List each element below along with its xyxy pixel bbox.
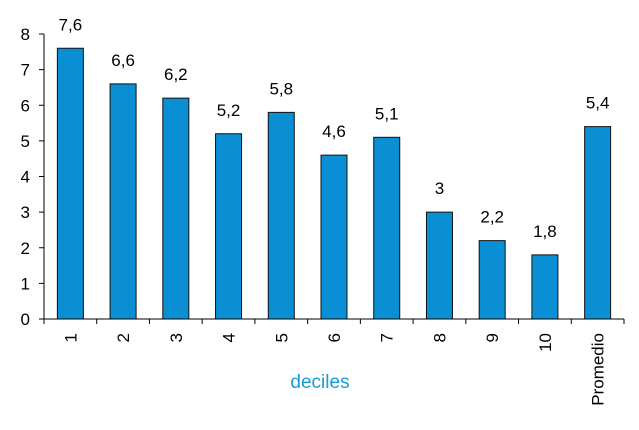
x-tick-label: 9 [483, 333, 502, 342]
y-tick-label: 0 [21, 310, 30, 329]
x-tick-label: Promedio [589, 333, 608, 406]
data-label: 6,6 [111, 51, 135, 70]
y-tick-label: 8 [21, 25, 30, 44]
bar-5 [267, 111, 295, 320]
y-tick-label: 3 [21, 203, 30, 222]
y-tick-label: 2 [21, 239, 30, 258]
x-tick-label: 8 [430, 333, 449, 342]
bar-4 [215, 133, 243, 320]
x-axis: 1 2 3 4 5 6 7 8 9 10 Promedio [43, 318, 625, 406]
data-label: 1,8 [533, 222, 557, 241]
data-label: 5,1 [375, 104, 399, 123]
x-tick-label: 10 [536, 333, 555, 352]
bar-1 [56, 47, 84, 320]
bar-9 [478, 240, 506, 320]
bar-2 [109, 83, 137, 320]
bar-promedio [584, 126, 612, 320]
x-tick-label: 7 [378, 333, 397, 342]
bars [56, 47, 612, 320]
data-label: 2,2 [480, 208, 504, 227]
data-label: 5,2 [217, 101, 241, 120]
x-tick-label: 6 [325, 333, 344, 342]
data-label: 4,6 [322, 122, 346, 141]
bar-8 [425, 211, 453, 320]
x-tick-label: 5 [272, 333, 291, 342]
bar-6 [320, 154, 348, 320]
data-label: 5,8 [269, 79, 293, 98]
data-label: 7,6 [59, 15, 83, 34]
x-tick-label: 4 [220, 333, 239, 342]
x-axis-title: deciles [290, 372, 349, 393]
y-tick-label: 1 [21, 274, 30, 293]
y-tick-label: 7 [21, 61, 30, 80]
x-tick-label: 3 [167, 333, 186, 342]
bar-10 [531, 254, 559, 320]
bar-7 [373, 136, 401, 320]
data-label: 3 [435, 179, 444, 198]
y-axis: 0 1 2 3 4 5 6 7 8 [21, 25, 45, 329]
y-tick-label: 5 [21, 132, 30, 151]
data-label: 6,2 [164, 65, 188, 84]
x-tick-label: 2 [114, 333, 133, 342]
y-tick-label: 4 [21, 168, 30, 187]
data-labels: 7,6 6,6 6,2 5,2 5,8 4,6 5,1 3 2,2 1,8 5,4 [59, 15, 610, 241]
bar-3 [162, 97, 190, 320]
data-label: 5,4 [586, 94, 610, 113]
x-tick-label: 1 [61, 333, 80, 342]
y-tick-label: 6 [21, 96, 30, 115]
